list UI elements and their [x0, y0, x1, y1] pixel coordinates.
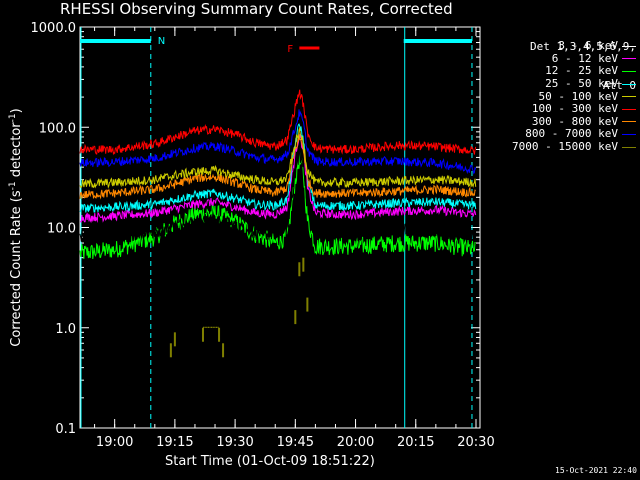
high-energy-dot	[207, 326, 210, 328]
legend-swatch	[622, 96, 636, 98]
legend-label: 12 - 25 keV	[545, 64, 618, 78]
high-energy-point	[306, 297, 309, 312]
legend-label: 300 - 800 keV	[531, 114, 618, 128]
legend-item: 6 - 12 keV	[486, 51, 636, 66]
high-energy-point	[201, 327, 204, 342]
high-energy-point	[222, 343, 225, 358]
x-tick-label: 19:45	[277, 435, 314, 450]
legend-item: 12 - 25 keV	[486, 65, 636, 78]
high-energy-dot	[211, 326, 213, 328]
legend-label: 800 - 7000 keV	[525, 127, 618, 141]
legend-label: 25 - 50 keV	[545, 77, 618, 91]
legend-header: Det 1,3,4,5,6,9, Att 0	[500, 14, 636, 118]
high-energy-dot	[214, 326, 216, 328]
legend-swatch	[622, 70, 636, 72]
high-energy-point	[294, 310, 297, 325]
high-energy-point	[302, 257, 305, 272]
series-line-6-12-kev	[79, 133, 477, 224]
y-axis-label-part: Corrected Count Rate (s	[9, 190, 24, 347]
series-line-300-800-kev	[79, 134, 476, 200]
legend-item: 7000 - 15000 keV	[486, 141, 636, 154]
y-axis-label-part: detector	[9, 122, 24, 182]
high-energy-point	[173, 332, 176, 347]
y-tick-label: 10.0	[47, 222, 76, 237]
high-energy-dot	[206, 326, 208, 328]
x-tick-label: 20:15	[397, 435, 434, 450]
plot-frame	[79, 26, 481, 429]
legend-swatch	[622, 58, 636, 60]
x-tick-label: 19:00	[96, 435, 133, 450]
y-tick-label: 0.1	[55, 422, 76, 437]
high-energy-dot	[204, 326, 206, 328]
high-energy-dot	[202, 326, 205, 328]
series-line-100-300-kev	[79, 89, 477, 156]
high-energy-point	[298, 262, 301, 277]
legend-swatch	[622, 108, 636, 110]
series-line-50-100-kev	[79, 126, 477, 189]
y-axis-label-part: -1	[8, 181, 18, 190]
legend-item: 3 - 6 keV	[486, 40, 636, 53]
legend-label: 100 - 300 keV	[531, 102, 618, 116]
y-tick-label: 1.0	[55, 322, 76, 337]
legend-label: 7000 - 15000 keV	[512, 140, 618, 154]
legend-item: 25 - 50 keV	[486, 78, 636, 91]
high-energy-point	[169, 343, 172, 358]
night-label: N	[158, 36, 165, 47]
y-tick-label: 100.0	[39, 121, 76, 136]
legend-item: 100 - 300 keV	[486, 103, 636, 116]
x-tick-label: 19:30	[216, 435, 253, 450]
series-line-3-6-kev	[79, 150, 477, 243]
generation-timestamp: 15-Oct-2021 22:40	[555, 466, 637, 475]
y-axis-label: Corrected Count Rate (s-1 detector-1)	[8, 108, 24, 346]
legend-swatch	[622, 146, 636, 148]
legend-item: 50 - 100 keV	[486, 90, 636, 103]
legend-swatch	[622, 45, 636, 47]
flare-label: F	[287, 44, 293, 55]
y-axis-label-part: )	[9, 108, 24, 113]
high-energy-dot	[217, 326, 219, 328]
legend-swatch	[622, 83, 636, 85]
y-tick-label: 1000.0	[31, 21, 77, 36]
legend-item: 300 - 800 keV	[486, 114, 636, 129]
legend-header-detectors: Det 1,3,4,5,6,9,	[530, 40, 636, 53]
legend-label: 6 - 12 keV	[551, 51, 618, 65]
y-axis-label-part: -1	[8, 113, 18, 122]
series-line-800-7000-kev	[79, 109, 477, 175]
legend-label: 50 - 100 keV	[538, 89, 618, 103]
high-energy-dot	[212, 326, 214, 328]
legend-swatch	[622, 133, 636, 135]
legend-item: 800 - 7000 keV	[486, 128, 636, 141]
chart-title: RHESSI Observing Summary Count Rates, Co…	[60, 0, 453, 18]
legend-swatch	[622, 121, 636, 123]
legend: 3 - 6 keV 6 - 12 keV 12 - 25 keV 25 - 50 ke…	[486, 40, 636, 153]
x-tick-label: 20:30	[457, 435, 494, 450]
high-energy-point	[218, 327, 221, 342]
x-tick-label: 19:15	[156, 435, 193, 450]
series-line-25-50-kev	[79, 123, 477, 213]
x-tick-label: 20:00	[337, 435, 374, 450]
legend-header-attenuator: Att 0	[602, 79, 636, 92]
legend-label: 3 - 6 keV	[558, 39, 618, 53]
high-energy-dot	[215, 326, 218, 328]
series-line-12-25-kev	[79, 152, 476, 260]
x-axis-label: Start Time (01-Oct-09 18:51:22)	[165, 454, 375, 469]
high-energy-dot	[209, 326, 211, 328]
